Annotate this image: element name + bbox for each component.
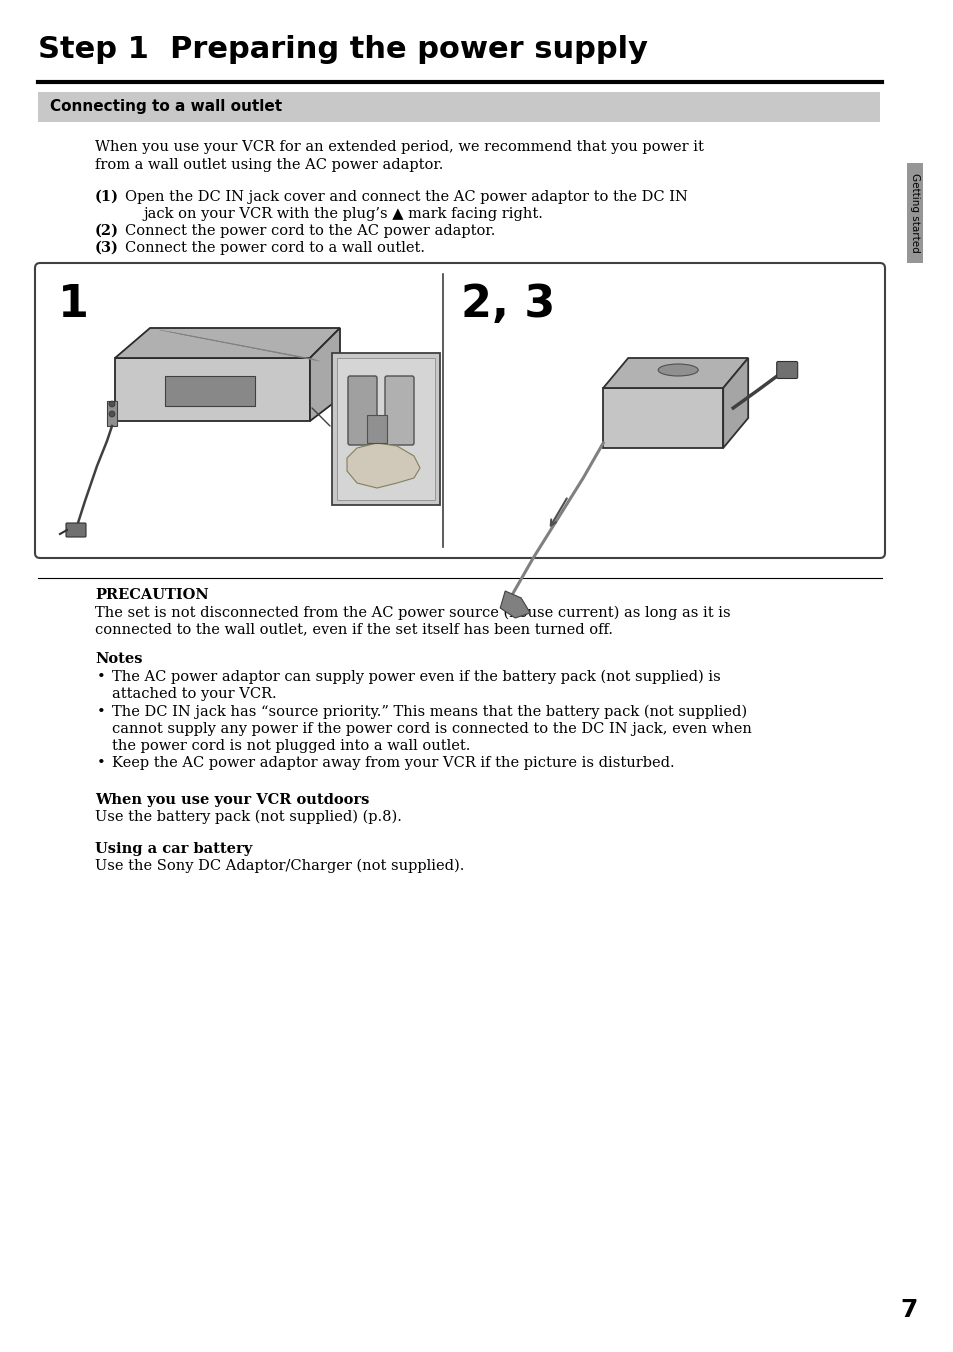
Text: from a wall outlet using the AC power adaptor.: from a wall outlet using the AC power ad… [95,158,443,172]
Text: Open the DC IN jack cover and connect the AC power adaptor to the DC IN: Open the DC IN jack cover and connect th… [125,191,687,204]
FancyBboxPatch shape [385,376,414,445]
FancyBboxPatch shape [66,523,86,537]
Text: PRECAUTION: PRECAUTION [95,588,209,602]
Text: Notes: Notes [95,652,142,667]
Text: The DC IN jack has “source priority.” This means that the battery pack (not supp: The DC IN jack has “source priority.” Th… [112,704,746,719]
Text: connected to the wall outlet, even if the set itself has been turned off.: connected to the wall outlet, even if th… [95,622,613,635]
Text: Using a car battery: Using a car battery [95,842,252,856]
Text: Connect the power cord to a wall outlet.: Connect the power cord to a wall outlet. [125,241,424,256]
Polygon shape [115,329,339,358]
Text: Connecting to a wall outlet: Connecting to a wall outlet [50,100,282,115]
Text: 2, 3: 2, 3 [460,283,555,326]
Text: the power cord is not plugged into a wall outlet.: the power cord is not plugged into a wal… [112,740,470,753]
Text: Connect the power cord to the AC power adaptor.: Connect the power cord to the AC power a… [125,224,495,238]
FancyBboxPatch shape [107,402,117,426]
Text: •: • [97,671,106,684]
FancyBboxPatch shape [348,376,376,445]
Text: Getting started: Getting started [909,173,919,253]
Text: •: • [97,704,106,719]
Text: (2): (2) [95,224,119,238]
FancyBboxPatch shape [38,92,879,122]
Polygon shape [115,358,310,420]
FancyBboxPatch shape [35,264,884,558]
Text: The set is not disconnected from the AC power source (house current) as long as : The set is not disconnected from the AC … [95,606,730,621]
FancyBboxPatch shape [336,358,435,500]
Polygon shape [165,376,254,406]
Circle shape [109,402,115,407]
Text: The AC power adaptor can supply power even if the battery pack (not supplied) is: The AC power adaptor can supply power ev… [112,671,720,684]
Polygon shape [367,415,387,443]
Polygon shape [722,358,747,448]
Circle shape [109,411,115,416]
Polygon shape [310,329,339,420]
Text: 7: 7 [900,1298,917,1322]
Text: When you use your VCR for an extended period, we recommend that you power it: When you use your VCR for an extended pe… [95,141,703,154]
Text: Use the battery pack (not supplied) (p.8).: Use the battery pack (not supplied) (p.8… [95,810,401,825]
Polygon shape [347,443,419,488]
Polygon shape [499,591,530,618]
FancyBboxPatch shape [906,164,923,264]
Polygon shape [602,388,722,448]
Text: 1: 1 [58,283,89,326]
Text: Use the Sony DC Adaptor/Charger (not supplied).: Use the Sony DC Adaptor/Charger (not sup… [95,859,464,873]
FancyBboxPatch shape [776,361,797,379]
Text: When you use your VCR outdoors: When you use your VCR outdoors [95,794,369,807]
Text: (3): (3) [95,241,119,256]
Text: jack on your VCR with the plug’s ▲ mark facing right.: jack on your VCR with the plug’s ▲ mark … [143,207,542,220]
Text: •: • [97,756,106,771]
Text: attached to your VCR.: attached to your VCR. [112,687,276,700]
Ellipse shape [658,364,698,376]
Text: Keep the AC power adaptor away from your VCR if the picture is disturbed.: Keep the AC power adaptor away from your… [112,756,674,771]
Text: (1): (1) [95,191,119,204]
Text: cannot supply any power if the power cord is connected to the DC IN jack, even w: cannot supply any power if the power cor… [112,722,751,735]
Text: Step 1  Preparing the power supply: Step 1 Preparing the power supply [38,35,647,64]
Polygon shape [602,358,747,388]
FancyBboxPatch shape [332,353,439,506]
